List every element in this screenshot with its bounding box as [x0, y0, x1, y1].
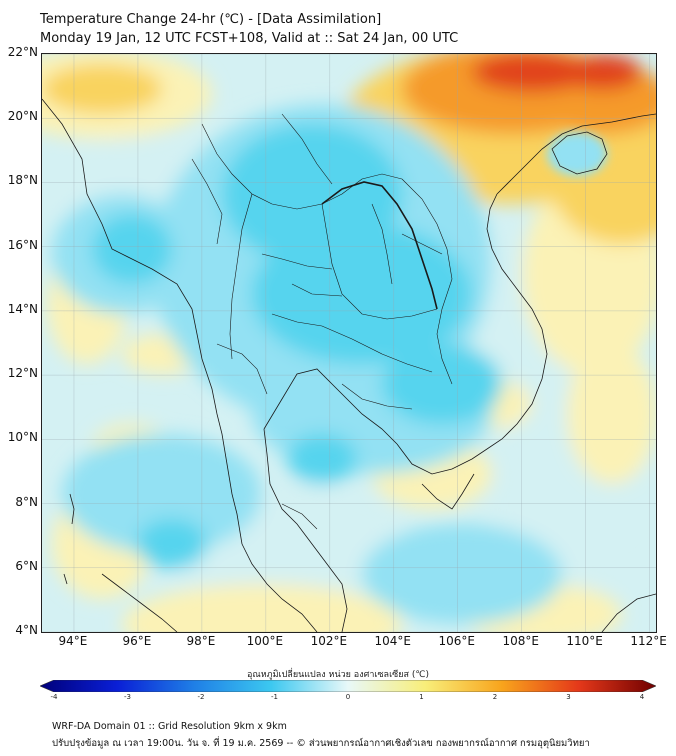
colorbar-tick-label: -2 [197, 693, 205, 701]
map-panel [41, 53, 657, 633]
field-patch [137, 519, 207, 569]
colorbar-tick-label: -3 [124, 693, 131, 701]
map-subtitle: Monday 19 Jan, 12 UTC FCST+108, Valid at… [40, 31, 459, 46]
field-patch [547, 132, 607, 176]
coastlines [42, 98, 656, 632]
latitude-label: 4°N [15, 623, 38, 637]
latitude-label: 22°N [7, 45, 38, 59]
colorbar-gradient [40, 680, 656, 692]
colorbar-tick-label: 3 [566, 693, 571, 701]
colorbar-tick-label: 2 [492, 693, 498, 701]
admin-borders [191, 113, 453, 530]
longitude-label: 102°E [310, 634, 348, 648]
longitude-label: 110°E [566, 634, 603, 648]
colorbar-tick-label: 1 [419, 693, 424, 701]
mekong-border [321, 181, 438, 310]
colorbar-tick-label: -1 [271, 693, 278, 701]
colorbar [40, 680, 656, 692]
latitude-label: 6°N [15, 558, 38, 573]
colorbar-caption: อุณหภูมิเปลี่ยนแปลง หน่วย องศาเซลเซียส (… [246, 670, 430, 680]
map-title: Temperature Change 24-hr (℃) - [Data Ass… [40, 12, 382, 27]
longitude-label: 94°E [58, 634, 88, 648]
longitude-label: 96°E [122, 634, 152, 648]
footer-credit: ปรับปรุงข้อมูล ณ เวลา 19:00น. วัน จ. ที่… [52, 738, 590, 749]
footer-model-info: WRF-DA Domain 01 :: Grid Resolution 9km … [52, 721, 287, 732]
field-patch [92, 214, 172, 284]
field-patch [252, 224, 472, 364]
colorbar-tick-label: 4 [639, 693, 645, 701]
field-patch [382, 344, 502, 424]
field-patch [42, 64, 162, 114]
field-patch [472, 54, 592, 92]
field-patch [62, 434, 262, 554]
temperature-field [42, 54, 656, 632]
latitude-label: 16°N [7, 237, 38, 252]
field-patch [567, 344, 656, 484]
field-patch [562, 54, 642, 90]
temperature-change-map [42, 54, 656, 632]
longitude-label: 100°E [246, 634, 284, 648]
longitude-label: 104°E [374, 634, 412, 648]
colorbar-tick-label: 0 [345, 693, 351, 701]
latitude-label: 20°N [7, 109, 38, 124]
longitude-label: 106°E [438, 634, 475, 648]
latitude-label: 8°N [15, 494, 38, 509]
latitude-label: 12°N [7, 366, 38, 381]
graticule-lines [42, 54, 656, 632]
field-patch [362, 524, 562, 624]
latitude-label: 10°N [7, 430, 38, 445]
latitude-label: 14°N [7, 301, 38, 316]
field-patch [122, 584, 402, 632]
longitude-label: 98°E [186, 634, 216, 648]
latitude-label: 18°N [7, 173, 38, 188]
field-patch [287, 434, 357, 484]
colorbar-tick-label: -4 [50, 693, 58, 701]
longitude-label: 108°E [502, 634, 539, 648]
longitude-label: 112°E [630, 634, 667, 648]
